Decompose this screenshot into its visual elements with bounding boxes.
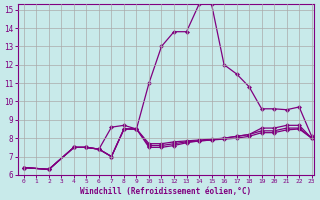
X-axis label: Windchill (Refroidissement éolien,°C): Windchill (Refroidissement éolien,°C) <box>80 187 252 196</box>
